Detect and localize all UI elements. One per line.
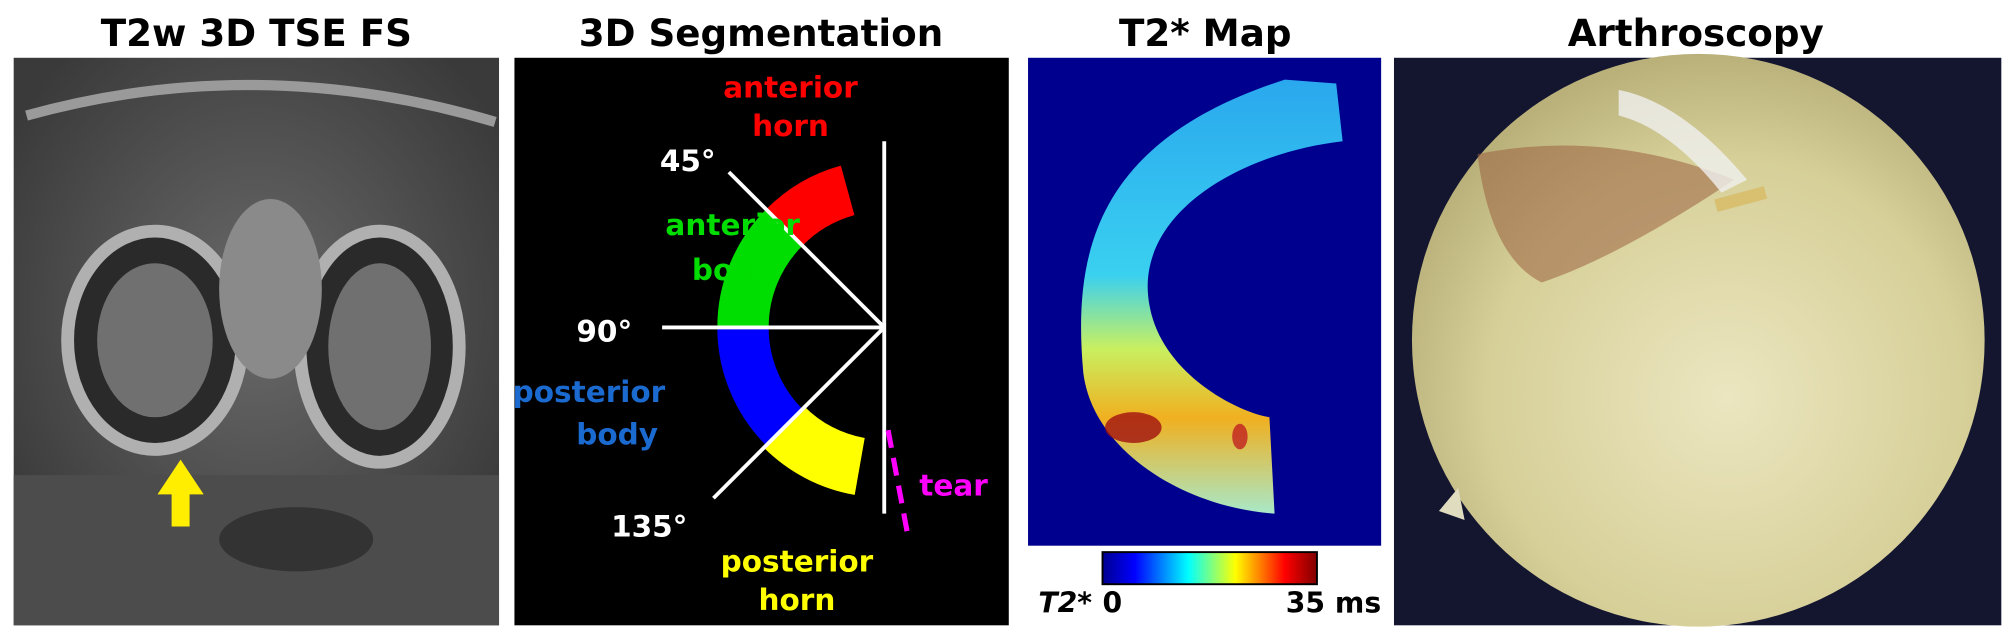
panel-title: Arthroscopy: [1568, 11, 1824, 55]
label: body: [692, 253, 774, 287]
label: anterior: [723, 71, 858, 105]
colorbar-label: T2*: [1038, 586, 1092, 619]
label: posterior: [513, 375, 666, 409]
label: body: [576, 417, 658, 451]
label: 45°: [660, 144, 716, 178]
panel-title: T2* Map: [1119, 11, 1292, 55]
label: anterior: [665, 208, 800, 242]
colorbar: [1101, 551, 1318, 586]
label: 135°: [611, 510, 687, 544]
label: horn: [758, 583, 835, 617]
label: horn: [752, 109, 829, 143]
colorbar-max: 35 ms: [1286, 586, 1381, 619]
mri-image: [13, 57, 500, 626]
arthroscopy-image: [1393, 53, 2002, 627]
label: 90°: [576, 315, 632, 349]
colorbar-min: 0: [1103, 586, 1123, 619]
panel-title: T2w 3D TSE FS: [101, 11, 412, 55]
label: tear: [919, 469, 988, 503]
label: posterior: [721, 544, 874, 578]
panel-title: 3D Segmentation: [579, 11, 943, 55]
segmentation-image: [514, 57, 1009, 626]
t2-map-image: [1028, 57, 1382, 546]
